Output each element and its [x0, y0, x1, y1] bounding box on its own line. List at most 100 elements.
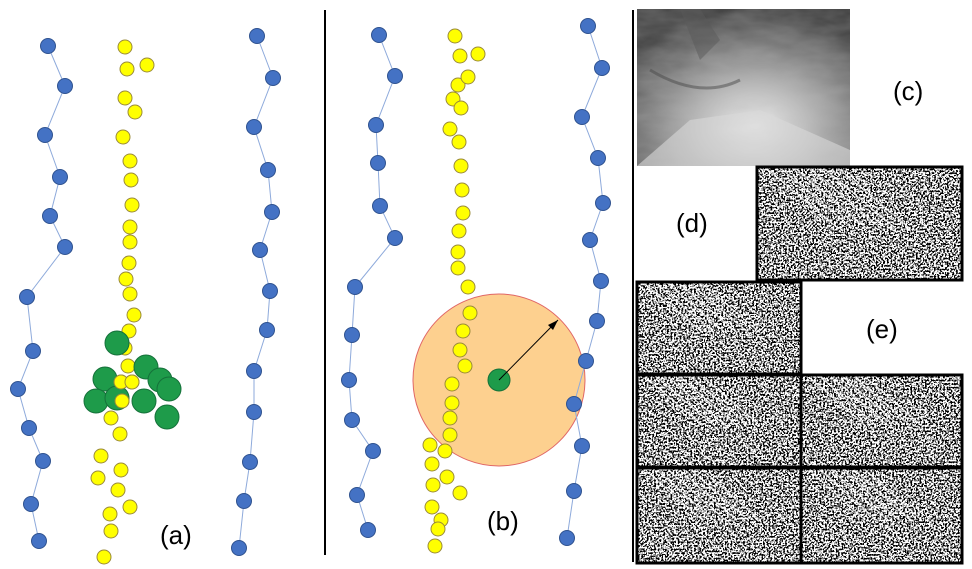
blue-node: [231, 540, 247, 556]
feature-map-e3: [799, 373, 964, 469]
yellow-node: [96, 549, 112, 565]
texture-streak: [644, 283, 704, 334]
yellow-node: [453, 100, 469, 116]
blue-node: [574, 109, 590, 125]
texture-streak: [809, 168, 883, 230]
yellow-node: [126, 307, 142, 323]
yellow-node: [442, 410, 458, 426]
blue-node: [249, 28, 265, 44]
blue-node: [37, 127, 53, 143]
yellow-node: [455, 323, 471, 339]
yellow-node: [427, 538, 443, 554]
blue-node: [589, 313, 605, 329]
blue-node: [360, 522, 376, 538]
blue-node: [387, 230, 403, 246]
texture-streak: [679, 376, 738, 427]
yellow-node: [437, 443, 453, 459]
blue-node: [21, 420, 37, 436]
yellow-node: [110, 482, 126, 498]
center-yellow-trajectory: [90, 39, 155, 565]
yellow-node: [454, 182, 470, 198]
blue-node: [582, 232, 598, 248]
blue-node: [242, 454, 258, 470]
blue-node: [23, 496, 39, 512]
blue-node: [246, 404, 262, 420]
blue-node: [252, 242, 268, 258]
texture-streak: [690, 283, 749, 334]
left-blue-trajectory: [10, 38, 73, 549]
blue-node: [574, 438, 590, 454]
label-b: (b): [487, 506, 519, 536]
texture-streak: [656, 283, 715, 334]
yellow-node: [122, 286, 138, 302]
yellow-node: [122, 219, 138, 235]
blue-node: [19, 289, 35, 305]
single-feature-map-image: [755, 165, 964, 282]
blue-node: [593, 273, 609, 289]
green-cluster: [83, 330, 182, 430]
panel-c: [637, 9, 850, 166]
blue-node: [371, 27, 387, 43]
blue-node: [42, 208, 58, 224]
yellow-node: [442, 121, 458, 137]
blue-node: [595, 195, 611, 211]
blue-node: [52, 169, 68, 185]
yellow-node: [452, 485, 468, 501]
yellow-node: [452, 48, 468, 64]
texture-streak: [781, 168, 854, 230]
texture-frame: [755, 165, 964, 282]
yellow-node: [424, 499, 440, 515]
blue-node: [566, 483, 582, 499]
texture-streak: [824, 168, 897, 230]
yellow-node: [123, 172, 139, 188]
texture-streak: [838, 168, 912, 230]
green-node: [83, 388, 109, 414]
yellow-node: [424, 456, 440, 472]
left-blue-trajectory: [341, 27, 403, 538]
yellow-node: [118, 271, 134, 287]
yellow-node: [450, 260, 466, 276]
radius-arrow: [498, 319, 559, 381]
yellow-node: [102, 506, 118, 522]
texture-streak: [679, 283, 738, 334]
texture-streak: [853, 469, 911, 521]
blue-node: [580, 18, 596, 34]
texture-streak: [656, 376, 715, 427]
texture-streak: [853, 376, 911, 427]
yellow-node: [122, 499, 138, 515]
texture-streak: [864, 469, 923, 521]
blue-node: [347, 279, 363, 295]
blue-node: [349, 487, 365, 503]
yellow-node: [117, 90, 133, 106]
blue-node: [57, 78, 73, 94]
yellow-node: [470, 46, 486, 62]
blue-node: [578, 353, 594, 369]
feature-map-e4: [635, 466, 803, 565]
yellow-node: [103, 523, 119, 539]
yellow-node: [115, 129, 131, 145]
yellow-node: [460, 69, 476, 85]
feature-map-e5: [799, 466, 964, 565]
yellow-node: [450, 244, 466, 260]
texture-frame: [799, 466, 964, 565]
texture-streak: [766, 168, 840, 230]
yellow-node: [422, 437, 438, 453]
texture-streak: [690, 376, 749, 427]
yellow-node: [93, 448, 109, 464]
yellow-node: [462, 305, 478, 321]
blue-node: [259, 322, 275, 338]
texture-streak: [702, 469, 761, 521]
texture-streak: [656, 469, 715, 521]
blue-node: [566, 396, 582, 412]
texture-streak: [819, 469, 878, 521]
texture-streak: [702, 283, 761, 334]
texture-streak: [842, 376, 900, 427]
texture-streak: [842, 469, 900, 521]
yellow-node: [430, 521, 446, 537]
texture-streak: [831, 469, 889, 521]
green-node: [154, 404, 180, 430]
yellow-node: [452, 342, 468, 358]
yellow-node: [453, 158, 469, 174]
blue-node: [262, 283, 278, 299]
